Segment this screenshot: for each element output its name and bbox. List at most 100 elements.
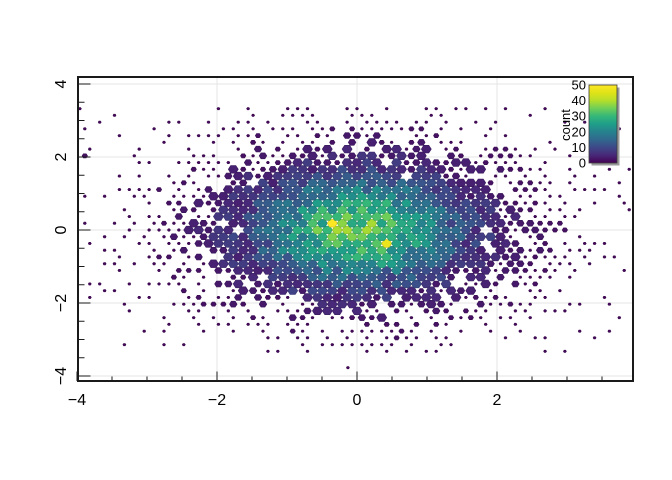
hexbin-cell (258, 152, 268, 160)
hexbin-cell (563, 120, 567, 124)
hexbin-cell (517, 180, 524, 186)
hexbin-cell (360, 343, 364, 347)
hexbin-cell (455, 178, 467, 187)
hexbin-cell (310, 302, 315, 306)
hexbin-cell (449, 302, 453, 306)
hexbin-cell (507, 247, 514, 253)
hexbin-cell (122, 343, 127, 347)
hexbin-cell (501, 226, 510, 234)
hexbin-cell (191, 194, 196, 198)
hexbin-cell (465, 272, 477, 282)
hexbin-cell (167, 242, 171, 245)
hexbin-cell (369, 127, 374, 131)
hexbin-cell (433, 321, 440, 327)
hexbin-cell (513, 228, 518, 232)
hexbin-cell (214, 280, 223, 288)
hexbin-cell (112, 289, 117, 293)
hexbin-cell (117, 255, 122, 259)
hexbin-cell (320, 343, 325, 347)
hexbin-cell (214, 199, 223, 207)
hexbin-cell (225, 268, 232, 273)
hexbin-cell (404, 336, 409, 340)
hexbin-cell (384, 349, 389, 353)
hexbin-cell (490, 198, 501, 208)
hexbin-cell (567, 154, 572, 158)
hexbin-cell (465, 286, 477, 295)
hexbin-cell (186, 309, 191, 313)
hexbin-cell (384, 336, 389, 340)
hexbin-cell (181, 235, 186, 239)
hexbin-cell (266, 322, 270, 326)
hexbin-cell (201, 154, 206, 158)
hexbin-cell (242, 171, 254, 181)
hexbin-cell (275, 349, 280, 353)
hexbin-cell (432, 280, 441, 288)
hexbin-cell (459, 329, 463, 333)
hexbin-cell (498, 316, 503, 320)
hexbin-cell (211, 154, 216, 158)
hexbin-cell (450, 158, 462, 167)
hexbin-cell (196, 215, 201, 218)
hexbin-cell (627, 167, 632, 171)
hexbin-cell (87, 147, 92, 151)
hexbin-cell (199, 233, 208, 240)
hexbin-cell (273, 280, 282, 288)
hexbin-cell (186, 161, 191, 164)
hexbin-cell (285, 295, 290, 299)
hexbin-cell (132, 194, 137, 198)
hexbin-cell (209, 247, 218, 254)
hexbin-cell (350, 343, 354, 347)
hexbin-cell (543, 295, 547, 299)
hexbin-cell (227, 165, 239, 174)
hexbin-cell (167, 174, 171, 178)
hexbin-cell (350, 113, 354, 117)
hexbin-cell (261, 329, 265, 333)
hexbin-cell (290, 127, 295, 131)
hexbin-cell (300, 302, 305, 306)
hexbin-cell (339, 153, 346, 159)
hexbin-cell (127, 309, 132, 313)
hexbin-cell (175, 200, 182, 206)
hexbin-cell (298, 287, 307, 294)
hexbin-cell (142, 235, 147, 239)
hexbin-cell (112, 221, 117, 225)
hexbin-cell (414, 134, 419, 138)
hexbin-cell (482, 160, 489, 165)
hexbin-cell (172, 181, 176, 185)
hexbin-cell (280, 140, 285, 144)
hexbin-cell (493, 268, 498, 272)
hexbin-cell (334, 160, 341, 165)
hexbin-cell (592, 336, 597, 340)
hexbin-cell (612, 255, 617, 259)
colorbar-tick-label: 50 (572, 78, 586, 93)
hexbin-cell (501, 267, 510, 274)
hexbin-cell (384, 120, 389, 124)
hexbin-cell (517, 166, 524, 172)
hexbin-cell (548, 262, 552, 266)
hexbin-cell (553, 309, 557, 313)
hexbin-cell (378, 153, 385, 159)
hexbin-cell (408, 140, 415, 145)
hexbin-cell (543, 188, 547, 191)
hexbin-cell (543, 174, 547, 178)
hexbin-cell (261, 140, 265, 144)
hexbin-cell (330, 316, 335, 320)
hexbin-cell (180, 288, 187, 294)
hexbin-cell (531, 226, 540, 234)
hexbin-cell (466, 193, 475, 200)
hexbin-cell (210, 301, 217, 307)
hexbin-cell (142, 194, 147, 198)
hexbin-cell (180, 180, 187, 186)
hexbin-cell (246, 134, 250, 138)
y-tick-label: −2 (53, 294, 70, 312)
hexbin-cell (240, 301, 247, 307)
hexbin-cell (567, 181, 572, 185)
hexbin-cell (242, 185, 254, 194)
hexbin-cell (280, 113, 285, 117)
hexbin-cell (518, 329, 523, 333)
hexbin-cell (230, 274, 237, 280)
hexbin-cell (602, 255, 607, 259)
hexbin-cell (563, 215, 567, 218)
colorbar-title: count (558, 109, 573, 141)
